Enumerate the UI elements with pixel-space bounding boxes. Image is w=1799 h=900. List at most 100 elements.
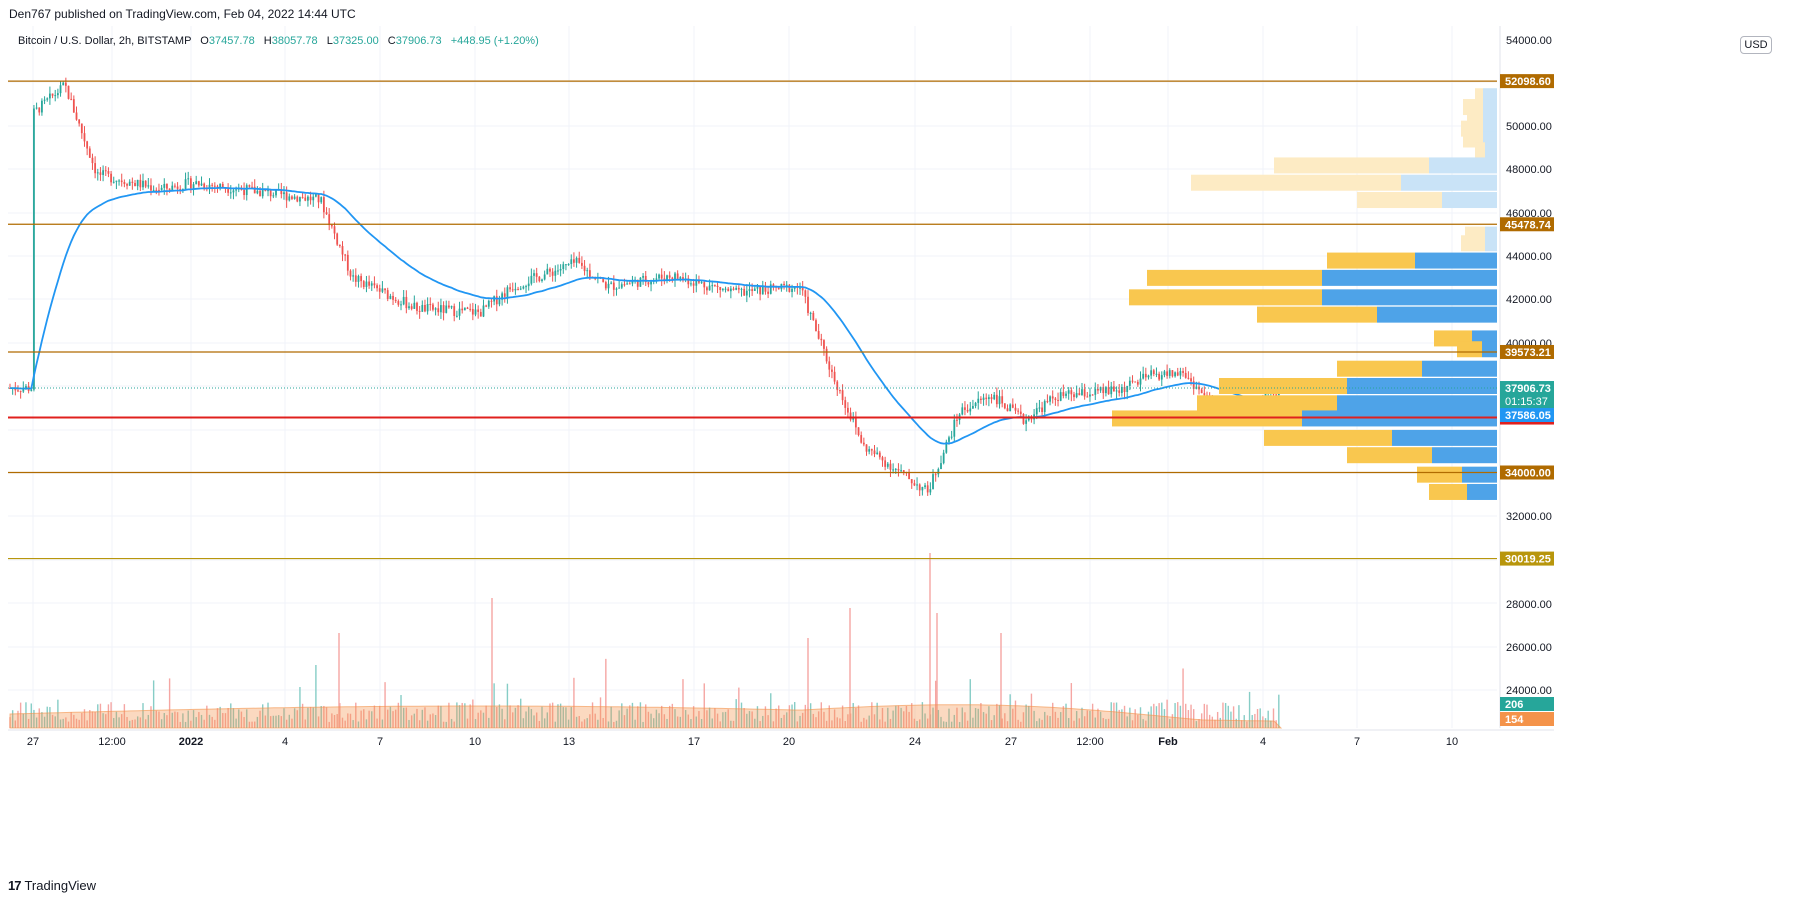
candle-body — [1049, 396, 1051, 402]
candle-body — [394, 299, 397, 302]
time-tick-label: 7 — [1354, 736, 1360, 748]
volume-bar — [440, 705, 442, 728]
volume-bar — [312, 707, 314, 728]
currency-button[interactable]: USD — [1740, 36, 1772, 54]
candle-body — [908, 472, 910, 480]
volume-bar — [833, 709, 836, 728]
candle-body — [878, 452, 881, 458]
volume-bar — [775, 708, 777, 728]
candle-body — [533, 273, 535, 276]
volume-bar — [1060, 712, 1062, 728]
candle-body — [158, 189, 160, 191]
price-tick-label: 48000.00 — [1506, 164, 1552, 176]
volume-bar — [1240, 720, 1243, 728]
volume-bar — [908, 711, 910, 728]
volume-bar — [230, 703, 232, 728]
volume-bar — [892, 710, 894, 728]
candle-body — [453, 306, 456, 316]
candle-body — [360, 276, 363, 282]
candle-body — [112, 181, 115, 183]
candle-body — [668, 275, 671, 278]
volume-bar — [932, 707, 934, 728]
candle-body — [83, 133, 86, 142]
candle-body — [506, 287, 509, 297]
candle-body — [1182, 371, 1184, 373]
volume-bar — [964, 712, 966, 728]
candle-body — [1054, 398, 1057, 400]
candle-body — [902, 470, 905, 473]
volume-bar — [152, 680, 155, 728]
volume-profile-down — [1392, 429, 1497, 446]
volume-bar — [1017, 719, 1019, 728]
candle-body — [128, 181, 131, 186]
volume-bar — [1107, 718, 1110, 728]
candle-body — [700, 282, 703, 284]
volume-bar — [144, 719, 147, 728]
volume-bar — [804, 704, 807, 728]
candle-body — [1099, 387, 1102, 391]
candle-body — [368, 281, 370, 286]
candle-body — [51, 93, 54, 96]
candle-body — [455, 315, 458, 317]
candle-body — [831, 369, 833, 372]
volume-bar — [99, 703, 102, 728]
candle-body — [737, 287, 740, 290]
volume-profile-down — [1347, 378, 1497, 394]
volume-bar — [597, 719, 599, 728]
volume-bar — [1083, 716, 1086, 728]
volume-bar — [381, 719, 384, 728]
candle-body — [565, 264, 567, 266]
candle-body — [682, 277, 684, 280]
candle-body — [876, 452, 879, 455]
candle-body — [490, 300, 493, 302]
price-chart[interactable]: 54000.00 50000.00 48000.00 46000.00 44000.00… — [0, 0, 1799, 872]
candle-body — [192, 184, 195, 189]
candle-body — [440, 305, 442, 313]
volume-bar — [73, 714, 75, 728]
candle-body — [926, 485, 929, 493]
candle-body — [862, 442, 865, 445]
volume-bar — [543, 718, 546, 728]
candle-body — [823, 340, 825, 349]
volume-bar — [1052, 702, 1054, 728]
volume-bar — [355, 702, 357, 728]
volume-bar — [262, 704, 264, 728]
candle-body — [275, 189, 277, 196]
candle-body — [405, 296, 408, 309]
volume-bar — [57, 699, 59, 728]
volume-bar — [488, 717, 490, 728]
volume-bar — [395, 709, 397, 728]
volume-bar — [397, 702, 400, 728]
candle-body — [485, 305, 488, 307]
candle-body — [1203, 393, 1206, 396]
volume-bar — [1105, 719, 1107, 728]
candle-body — [604, 282, 607, 289]
volume-bar — [211, 716, 213, 728]
volume-bar — [1145, 720, 1147, 728]
candle-body — [847, 407, 849, 413]
volume-bar — [700, 719, 703, 728]
candle-body — [889, 463, 892, 470]
tradingview-logo[interactable]: 17 TradingView — [8, 878, 96, 893]
volume-bar — [1243, 715, 1245, 728]
candle-body — [588, 270, 591, 277]
candle-body — [463, 307, 466, 311]
time-tick-label: 10 — [469, 736, 481, 748]
volume-bar — [158, 711, 160, 728]
volume-bar — [828, 705, 830, 728]
volume-bar — [1232, 706, 1235, 728]
candle-body — [434, 308, 437, 310]
candle-body — [104, 170, 107, 172]
candle-body — [886, 463, 889, 467]
candle-body — [517, 288, 519, 290]
volume-bar — [512, 712, 514, 728]
candle-body — [349, 270, 352, 277]
close-value: 37906.73 — [395, 35, 442, 47]
volume-bar — [1166, 699, 1168, 728]
candle-body — [1115, 390, 1118, 392]
volume-bar — [480, 710, 482, 728]
volume-bar — [38, 708, 40, 728]
volume-bar — [1270, 720, 1272, 728]
volume-bar — [251, 721, 253, 728]
volume-bar — [1094, 717, 1096, 728]
